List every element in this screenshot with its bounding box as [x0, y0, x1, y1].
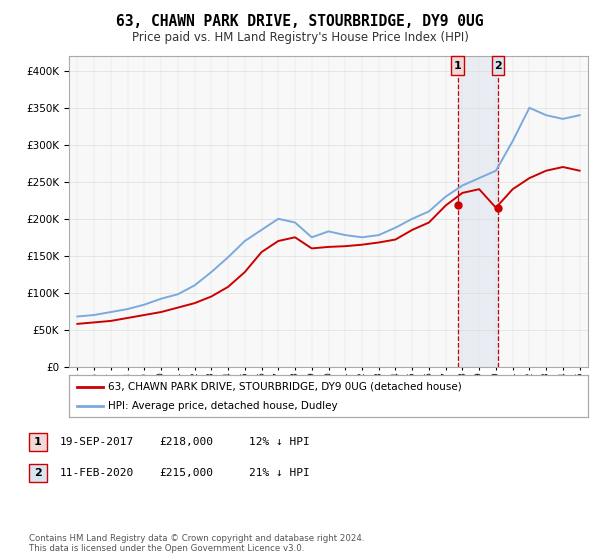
Text: 1: 1 [454, 60, 461, 71]
Text: 2: 2 [494, 60, 502, 71]
Bar [491, 56, 504, 75]
Bar [451, 56, 464, 75]
Text: Price paid vs. HM Land Registry's House Price Index (HPI): Price paid vs. HM Land Registry's House … [131, 31, 469, 44]
Text: £218,000: £218,000 [159, 437, 213, 447]
Text: £215,000: £215,000 [159, 468, 213, 478]
Bar [458, 56, 498, 367]
Text: Contains HM Land Registry data © Crown copyright and database right 2024.
This d: Contains HM Land Registry data © Crown c… [29, 534, 364, 553]
Text: 19-SEP-2017: 19-SEP-2017 [60, 437, 134, 447]
Text: 63, CHAWN PARK DRIVE, STOURBRIDGE, DY9 0UG: 63, CHAWN PARK DRIVE, STOURBRIDGE, DY9 0… [116, 14, 484, 29]
Text: 1: 1 [34, 437, 41, 447]
Text: 11-FEB-2020: 11-FEB-2020 [60, 468, 134, 478]
Text: 63, CHAWN PARK DRIVE, STOURBRIDGE, DY9 0UG (detached house): 63, CHAWN PARK DRIVE, STOURBRIDGE, DY9 0… [108, 381, 461, 391]
Text: 12% ↓ HPI: 12% ↓ HPI [249, 437, 310, 447]
Text: 21% ↓ HPI: 21% ↓ HPI [249, 468, 310, 478]
Text: HPI: Average price, detached house, Dudley: HPI: Average price, detached house, Dudl… [108, 401, 338, 411]
Text: 2: 2 [34, 468, 41, 478]
